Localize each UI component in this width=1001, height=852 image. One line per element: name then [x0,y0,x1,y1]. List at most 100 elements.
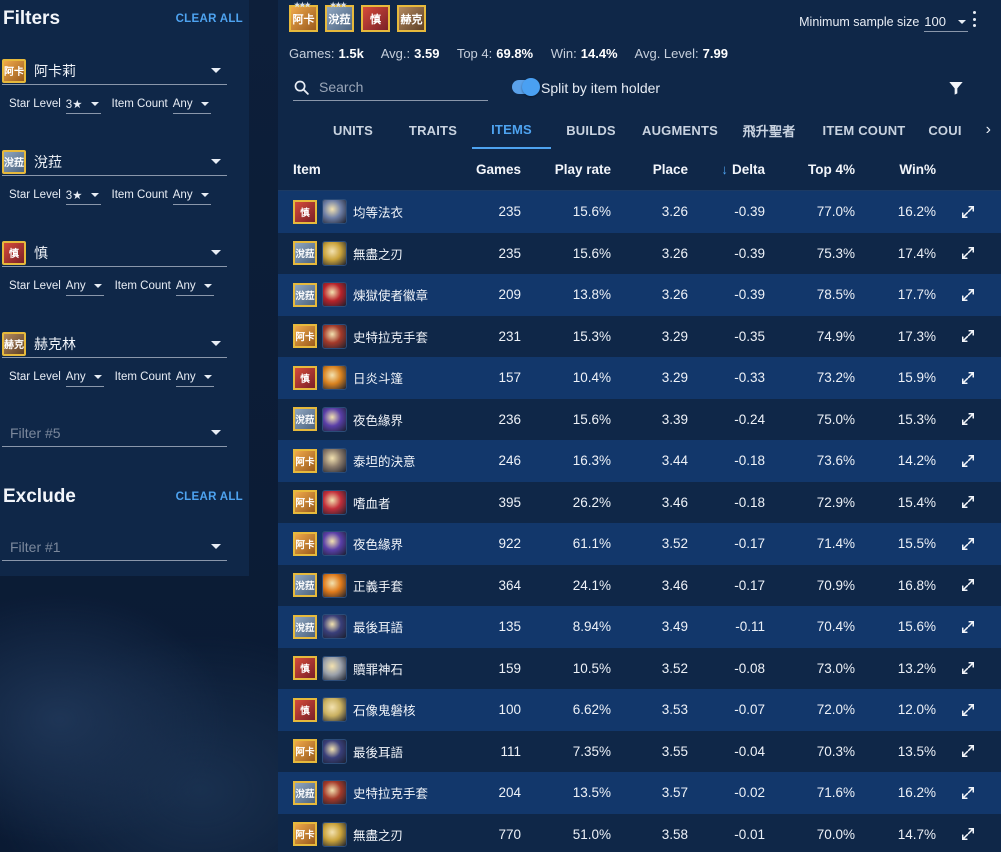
star-level-select[interactable]: 3★ [65,94,101,114]
tab-5[interactable]: 飛升聖者 [742,123,796,139]
table-row[interactable]: 阿卡 嗜血者 395 26.2% 3.46 -0.18 72.9% 15.4% [278,481,1001,523]
tab-3[interactable]: BUILDS [566,122,616,138]
item-count-select[interactable]: Any [175,367,214,387]
delta-cell: -0.17 [734,577,765,593]
table-row[interactable]: 阿卡 史特拉克手套 231 15.3% 3.29 -0.35 74.9% 17.… [278,315,1001,357]
win-cell: 13.2% [897,660,936,676]
win-stat-label: Win: [550,46,577,61]
search-input[interactable] [319,79,479,95]
min-sample-select[interactable]: 100 [924,12,968,32]
expand-icon[interactable] [936,537,999,551]
expand-icon[interactable] [936,412,999,426]
champion-filter: 涗菈 涗菈 Star Level 3★ Item Count Any [2,148,227,206]
top4-cell: 70.4% [816,619,855,635]
champion-select[interactable]: 赫克 赫克林 [2,330,227,358]
table-row[interactable]: 慎 日炎斗篷 157 10.4% 3.29 -0.33 73.2% 15.9% [278,357,1001,399]
clear-all-filters-button[interactable]: CLEAR ALL [175,13,243,25]
item-count-select[interactable]: Any [172,185,211,205]
expand-icon[interactable] [936,205,999,219]
star-level-select[interactable]: 3★ [65,185,101,205]
expand-icon[interactable] [936,744,999,758]
champion-portrait: 慎 [2,240,26,265]
search-icon [294,80,309,95]
col-item[interactable]: Item [293,162,321,177]
expand-icon[interactable] [936,578,999,592]
table-row[interactable]: 涗菈 無盡之刃 235 15.6% 3.26 -0.39 75.3% 17.4% [278,232,1001,274]
holder-portrait: 涗菈 [293,573,317,598]
col-win[interactable]: Win% [899,162,936,177]
top4-cell: 70.3% [816,743,855,759]
table-row[interactable]: 涗菈 史特拉克手套 204 13.5% 3.57 -0.02 71.6% 16.… [278,772,1001,814]
filter-options: Star Level 3★ Item Count Any [2,184,227,206]
expand-icon[interactable] [936,288,999,302]
chevron-down-icon [211,544,221,549]
table-row[interactable]: 阿卡 最後耳語 111 7.35% 3.55 -0.04 70.3% 13.5% [278,730,1001,772]
top4-cell: 71.6% [816,785,855,801]
col-delta[interactable]: ↓ Delta [688,162,765,177]
tab-0[interactable]: UNITS [333,122,373,138]
table-row[interactable]: 涗菈 正義手套 364 24.1% 3.46 -0.17 70.9% 16.8% [278,564,1001,606]
expand-icon[interactable] [936,786,999,800]
table-row[interactable]: 慎 石像鬼磐核 100 6.62% 3.53 -0.07 72.0% 12.0% [278,689,1001,731]
exclude-title: Exclude [3,486,76,507]
expand-icon[interactable] [936,454,999,468]
selected-champion-portrait: 慎 [361,5,390,32]
more-options-icon[interactable] [971,11,977,27]
tab-4[interactable]: AUGMENTS [642,122,718,138]
item-cell: 阿卡 泰坦的決意 [278,448,453,474]
split-by-holder-label: Split by item holder [541,80,661,96]
champion-select[interactable]: 慎 慎 [2,239,227,267]
tab-7[interactable]: COUI [928,122,962,138]
item-count-select[interactable]: Any [175,276,214,296]
table-row[interactable]: 慎 贖罪神石 159 10.5% 3.52 -0.08 73.0% 13.2% [278,647,1001,689]
col-place[interactable]: Place [652,162,688,177]
expand-icon[interactable] [936,827,999,841]
item-count-select[interactable]: Any [172,94,211,114]
item-icon [322,738,347,764]
expand-icon[interactable] [936,329,999,343]
champion-select[interactable]: 涗菈 涗菈 [2,148,227,176]
item-name: 均等法衣 [353,206,404,221]
expand-icon[interactable] [936,495,999,509]
table-row[interactable]: 慎 均等法衣 235 15.6% 3.26 -0.39 77.0% 16.2% [278,191,1001,233]
filter-funnel-icon[interactable] [948,80,964,96]
table-row[interactable]: 涗菈 夜色緣界 236 15.6% 3.39 -0.24 75.0% 15.3% [278,398,1001,440]
clear-all-exclude-button[interactable]: CLEAR ALL [175,491,243,503]
filter-options: Star Level Any Item Count Any [2,366,227,388]
col-games[interactable]: Games [475,162,521,177]
games-cell: 231 [498,328,521,344]
col-top4[interactable]: Top 4% [808,162,855,177]
table-row[interactable]: 涗菈 最後耳語 135 8.94% 3.49 -0.11 70.4% 15.6% [278,606,1001,648]
expand-icon[interactable] [936,620,999,634]
tab-1[interactable]: TRAITS [408,122,458,138]
win-cell: 15.5% [897,536,936,552]
table-row[interactable]: 阿卡 夜色緣界 922 61.1% 3.52 -0.17 71.4% 15.5% [278,523,1001,565]
star-level-select[interactable]: Any [65,276,104,296]
expand-icon[interactable] [936,246,999,260]
exclude-filter-1-select[interactable]: Filter #1 [2,533,227,561]
split-by-holder-toggle[interactable] [512,78,540,96]
item-icon [322,531,347,557]
filter-5-select[interactable]: Filter #5 [2,419,227,447]
champion-select[interactable]: 阿卡 阿卡莉 [2,57,227,85]
tab-2[interactable]: ITEMS [472,111,551,149]
star-level-select[interactable]: Any [65,367,104,387]
expand-icon[interactable] [936,703,999,717]
top4-cell: 73.6% [816,453,855,469]
item-name: 石像鬼磐核 [353,704,416,719]
col-play-rate[interactable]: Play rate [554,162,611,177]
chevron-right-icon[interactable]: › [985,121,991,138]
play-rate-cell: 24.1% [572,577,611,593]
expand-icon[interactable] [936,371,999,385]
tab-6[interactable]: ITEM COUNT [822,122,906,138]
table-row[interactable]: 阿卡 泰坦的決意 246 16.3% 3.44 -0.18 73.6% 14.2… [278,440,1001,482]
item-icon [322,614,347,640]
table-row[interactable]: 涗菈 煉獄使者徽章 209 13.8% 3.26 -0.39 78.5% 17.… [278,274,1001,316]
table-row[interactable]: 阿卡 無盡之刃 770 51.0% 3.58 -0.01 70.0% 14.7% [278,813,1001,852]
place-cell: 3.52 [661,660,688,676]
games-cell: 159 [498,660,521,676]
play-rate-cell: 13.5% [572,785,611,801]
holder-portrait: 慎 [293,199,317,224]
expand-icon[interactable] [936,661,999,675]
item-cell: 慎 贖罪神石 [278,655,453,681]
